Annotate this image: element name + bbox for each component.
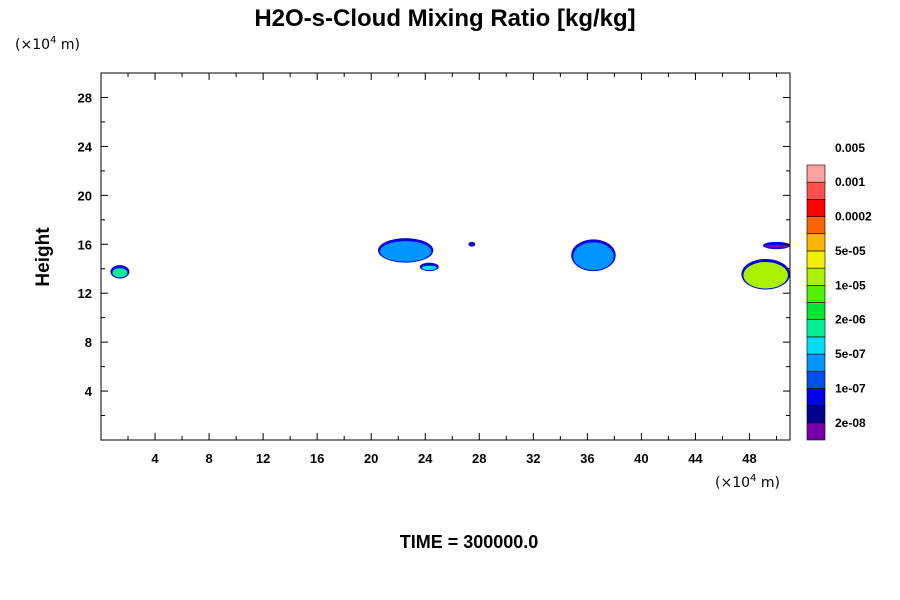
x-tick-label: 48 — [742, 451, 756, 466]
cloud-core — [112, 268, 128, 278]
x-tick-label: 44 — [688, 451, 703, 466]
cloud-region — [762, 241, 790, 250]
cloud-core — [573, 242, 614, 271]
cloud-region — [419, 262, 439, 272]
y-tick-label: 20 — [78, 188, 92, 203]
colorbar-swatch — [806, 388, 826, 406]
colorbar-label: 5e-05 — [835, 244, 866, 258]
colorbar-swatch — [806, 405, 826, 424]
time-label: TIME = 300000.0 — [400, 532, 539, 552]
x-tick-label: 40 — [634, 451, 648, 466]
x-tick-label: 24 — [418, 451, 433, 466]
colorbar-label: 2e-06 — [835, 313, 866, 327]
colorbar-swatch — [806, 336, 826, 355]
cloud-core — [470, 244, 474, 247]
x-tick-label: 4 — [151, 451, 159, 466]
cloud-region — [110, 265, 130, 279]
y-axis-label: Height — [33, 227, 54, 287]
plot-frame — [100, 72, 791, 441]
colorbar-swatch — [806, 353, 826, 372]
cloud-core — [379, 241, 432, 262]
cloud-region — [377, 238, 434, 263]
cloud-core — [421, 265, 437, 271]
colorbar-label: 0.001 — [835, 175, 865, 189]
x-tick-label: 32 — [526, 451, 540, 466]
colorbar-label: 2e-08 — [835, 416, 866, 430]
chart-title: H2O-s-Cloud Mixing Ratio [kg/kg] — [254, 5, 635, 32]
y-unit-suffix: m) — [56, 37, 80, 53]
colorbar-label: 1e-05 — [835, 278, 866, 292]
x-tick-label: 16 — [310, 451, 324, 466]
x-unit-label: (×104 m) — [715, 473, 780, 491]
colorbar-label: 5e-07 — [835, 347, 866, 361]
colorbar-swatch — [806, 164, 826, 183]
colorbar-swatch — [806, 319, 826, 338]
y-tick-label: 4 — [85, 384, 93, 399]
plot-background — [101, 73, 790, 440]
colorbar-swatch — [806, 285, 826, 303]
cloud-region — [741, 258, 790, 290]
x-tick-label: 12 — [256, 451, 270, 466]
colorbar-label: 0.0002 — [835, 210, 872, 224]
y-tick-label: 24 — [78, 139, 93, 154]
y-tick-label: 28 — [78, 90, 92, 105]
colorbar-label: 1e-07 — [835, 381, 866, 395]
x-unit-exp: 4 — [750, 473, 756, 484]
colorbar-swatch — [806, 181, 826, 200]
colorbar-swatch — [806, 199, 826, 217]
cloud-layer — [110, 238, 790, 290]
y-tick-label: 16 — [78, 237, 92, 252]
x-tick-label: 28 — [472, 451, 486, 466]
cloud-core — [743, 261, 789, 289]
x-unit-suffix: m) — [756, 475, 780, 491]
cloud-region — [571, 239, 616, 272]
colorbar-swatch — [806, 302, 826, 320]
x-tick-label: 8 — [205, 451, 212, 466]
y-unit-prefix: (×10 — [15, 37, 50, 53]
x-unit-prefix: (×10 — [715, 475, 750, 491]
y-tick-label: 12 — [78, 286, 92, 301]
cloud-region — [468, 241, 476, 247]
colorbar-swatch — [806, 370, 826, 389]
colorbar-swatch — [806, 216, 826, 235]
y-tick-label: 8 — [85, 335, 92, 350]
y-unit-label: (×104 m) — [15, 35, 80, 53]
cloud-core — [764, 244, 788, 249]
colorbar-swatch — [806, 267, 826, 286]
axis-ticks — [101, 73, 790, 440]
colorbar-swatch — [806, 233, 826, 252]
x-tick-label: 36 — [580, 451, 594, 466]
colorbar-label: 0.005 — [835, 141, 865, 155]
x-tick-label: 20 — [364, 451, 378, 466]
colorbar-swatch — [806, 422, 826, 441]
colorbar: 2e-08 1e-07 5e-07 2e-06 1e-05 5e-05 0.0002 0.00… — [806, 141, 872, 441]
y-unit-exp: 4 — [50, 35, 56, 46]
colorbar-swatch — [806, 250, 826, 269]
